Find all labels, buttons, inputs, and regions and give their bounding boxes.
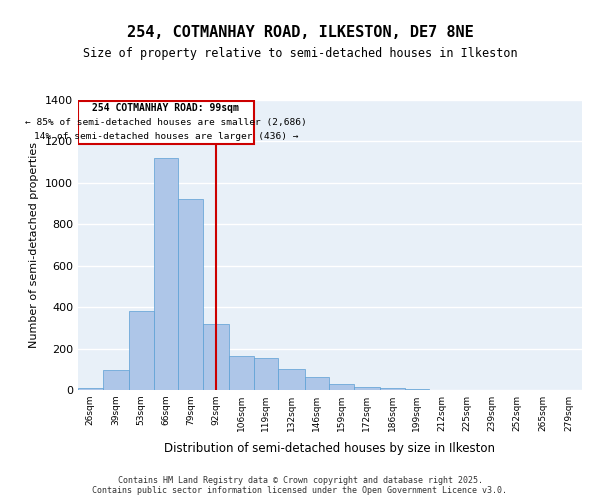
Bar xyxy=(278,370,305,390)
Bar xyxy=(229,356,254,390)
Bar xyxy=(178,200,203,390)
Text: ← 85% of semi-detached houses are smaller (2,686): ← 85% of semi-detached houses are smalle… xyxy=(25,118,307,127)
Bar xyxy=(103,370,129,390)
Bar xyxy=(203,324,229,390)
Bar xyxy=(129,312,154,390)
Bar xyxy=(305,376,329,390)
FancyBboxPatch shape xyxy=(78,101,254,144)
Text: 254 COTMANHAY ROAD: 99sqm: 254 COTMANHAY ROAD: 99sqm xyxy=(92,103,239,113)
Bar xyxy=(154,158,178,390)
Text: 14% of semi-detached houses are larger (436) →: 14% of semi-detached houses are larger (… xyxy=(34,132,298,141)
Text: 254, COTMANHAY ROAD, ILKESTON, DE7 8NE: 254, COTMANHAY ROAD, ILKESTON, DE7 8NE xyxy=(127,25,473,40)
Bar xyxy=(353,387,380,390)
Y-axis label: Number of semi-detached properties: Number of semi-detached properties xyxy=(29,142,40,348)
Bar xyxy=(380,388,404,390)
Text: Contains HM Land Registry data © Crown copyright and database right 2025.
Contai: Contains HM Land Registry data © Crown c… xyxy=(92,476,508,495)
X-axis label: Distribution of semi-detached houses by size in Ilkeston: Distribution of semi-detached houses by … xyxy=(164,442,496,456)
Bar xyxy=(404,389,429,390)
Bar xyxy=(78,388,103,390)
Bar xyxy=(254,358,278,390)
Text: Size of property relative to semi-detached houses in Ilkeston: Size of property relative to semi-detach… xyxy=(83,48,517,60)
Bar xyxy=(329,384,353,390)
